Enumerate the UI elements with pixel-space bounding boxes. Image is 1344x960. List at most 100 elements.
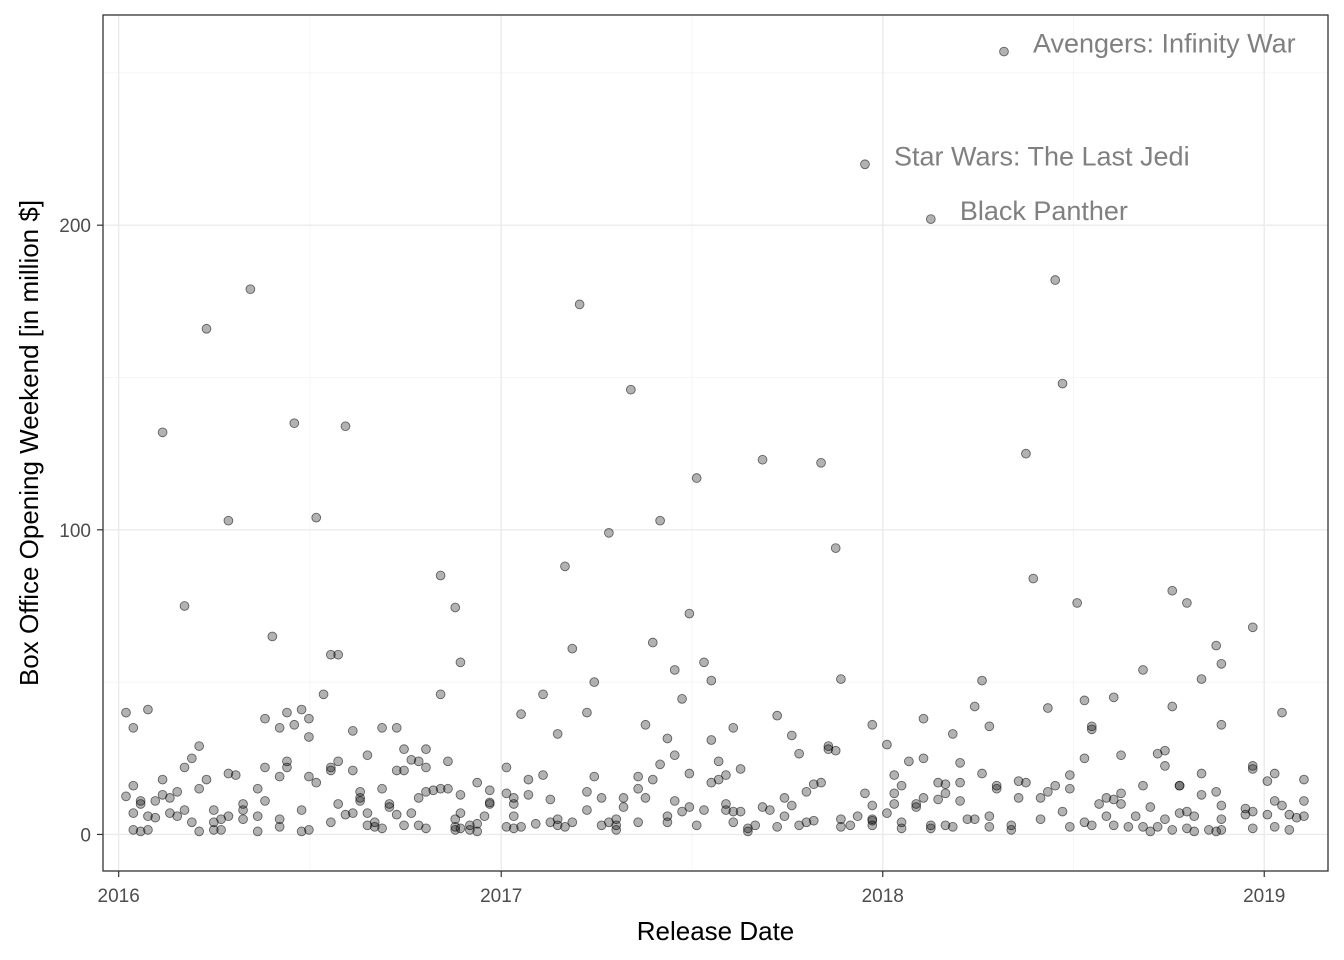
data-point xyxy=(750,820,761,831)
data-point xyxy=(128,808,139,818)
data-point xyxy=(706,675,717,686)
data-point xyxy=(1116,788,1126,799)
data-point xyxy=(669,796,680,806)
data-point xyxy=(347,765,358,776)
data-point xyxy=(984,721,995,732)
x-tick-label: 2016 xyxy=(98,886,140,907)
data-point xyxy=(340,809,351,820)
data-point xyxy=(772,821,783,832)
data-point xyxy=(267,631,278,642)
data-point xyxy=(896,823,907,834)
data-point xyxy=(1189,811,1200,822)
data-point xyxy=(1094,799,1104,809)
data-point xyxy=(326,649,336,660)
data-point xyxy=(633,817,644,828)
data-point xyxy=(1269,821,1280,832)
data-point xyxy=(143,811,153,822)
data-point xyxy=(735,806,746,817)
data-point xyxy=(274,821,285,832)
data-point xyxy=(326,765,336,776)
data-point xyxy=(157,427,168,438)
data-point xyxy=(443,756,453,767)
plot-panel-border xyxy=(102,14,1329,872)
data-point xyxy=(765,805,775,815)
data-point xyxy=(252,826,263,837)
data-point xyxy=(194,741,205,751)
data-point xyxy=(274,771,285,782)
data-point xyxy=(867,800,878,811)
data-point xyxy=(947,729,958,739)
data-point xyxy=(399,820,409,831)
data-point xyxy=(904,756,914,767)
data-point xyxy=(918,793,929,803)
data-point xyxy=(377,722,387,733)
data-point xyxy=(816,777,826,788)
data-point xyxy=(721,770,731,780)
data-point xyxy=(238,805,248,815)
data-point xyxy=(1079,753,1090,764)
data-point xyxy=(947,821,958,832)
data-point xyxy=(662,817,673,828)
data-point xyxy=(238,814,248,825)
data-point xyxy=(955,758,965,768)
data-point xyxy=(455,789,466,800)
data-point xyxy=(1160,761,1170,771)
y-tick-label: 0 xyxy=(80,825,91,846)
data-point xyxy=(282,707,292,718)
data-point xyxy=(208,825,219,835)
data-point xyxy=(311,512,322,523)
data-point xyxy=(443,783,453,794)
annotation-label: Black Panther xyxy=(960,196,1128,226)
data-point xyxy=(355,796,365,806)
data-point xyxy=(399,744,409,754)
data-point xyxy=(455,657,466,668)
data-point xyxy=(984,821,995,832)
data-point xyxy=(991,780,1002,791)
data-point xyxy=(852,811,863,822)
data-point xyxy=(311,777,322,788)
data-point xyxy=(1035,814,1046,825)
data-point xyxy=(1167,825,1178,835)
data-point xyxy=(223,811,234,822)
data-point xyxy=(157,774,168,785)
data-point xyxy=(977,675,987,686)
data-point xyxy=(1021,448,1031,459)
data-point xyxy=(721,805,731,815)
data-point xyxy=(274,814,285,825)
grid xyxy=(103,15,1328,871)
data-point xyxy=(1216,825,1227,835)
data-point xyxy=(428,785,439,796)
data-point xyxy=(860,788,870,799)
data-point xyxy=(882,808,892,818)
data-point xyxy=(801,786,812,797)
data-point xyxy=(1284,825,1295,835)
data-point xyxy=(1043,786,1053,797)
data-point xyxy=(472,818,483,829)
data-point xyxy=(194,783,205,794)
data-point xyxy=(779,793,790,803)
data-point xyxy=(421,744,431,754)
data-point xyxy=(860,159,870,170)
data-point xyxy=(1196,674,1207,684)
data-point xyxy=(245,284,256,295)
data-point xyxy=(296,826,307,837)
data-point xyxy=(208,805,219,815)
data-point xyxy=(326,762,336,773)
data-point xyxy=(699,805,709,815)
data-point xyxy=(223,768,234,779)
data-point xyxy=(1160,745,1170,756)
data-point xyxy=(1021,777,1031,788)
data-point xyxy=(743,826,753,837)
data-point xyxy=(523,789,534,800)
data-point xyxy=(391,809,402,820)
data-point xyxy=(582,786,592,797)
data-point xyxy=(1116,799,1126,809)
data-point xyxy=(340,421,351,432)
data-point xyxy=(1138,780,1148,791)
data-point xyxy=(128,780,139,791)
data-point xyxy=(135,796,146,806)
data-point xyxy=(296,805,307,815)
data-point xyxy=(677,694,687,704)
data-point xyxy=(384,802,395,812)
data-point xyxy=(1006,825,1017,835)
